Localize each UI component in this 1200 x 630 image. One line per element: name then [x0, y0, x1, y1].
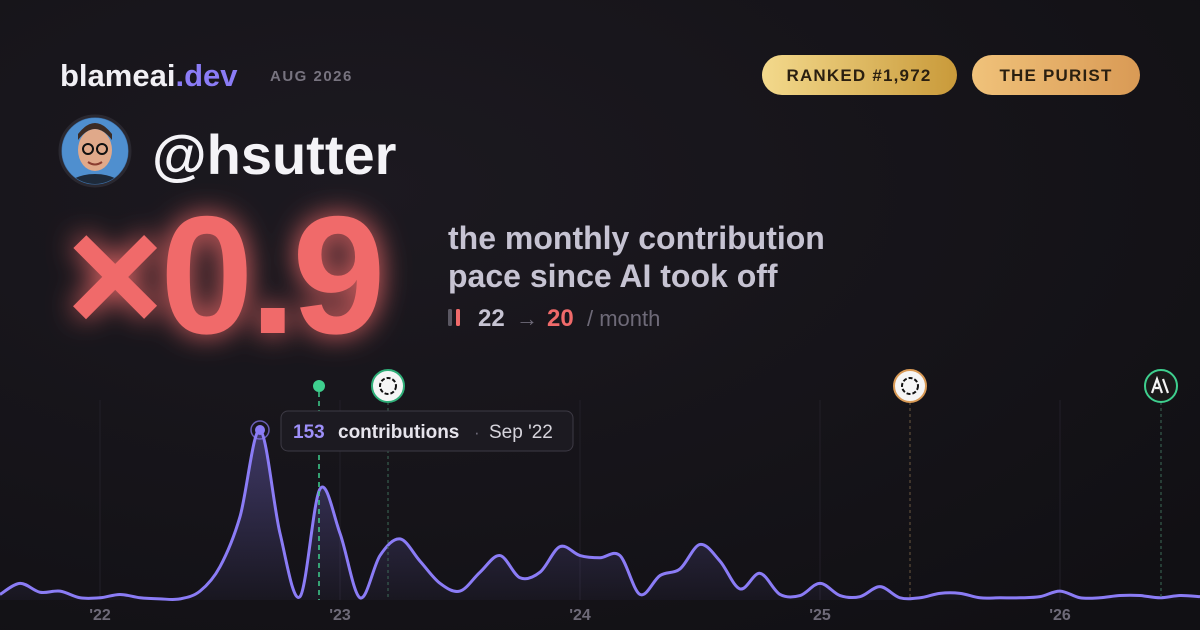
- pace-before: 22: [478, 305, 505, 332]
- x-tick-label: '26: [1049, 607, 1071, 624]
- multiplier: ×0.9: [66, 181, 382, 369]
- date: AUG 2026: [270, 68, 353, 85]
- line: [0, 428, 1200, 602]
- description: the monthly contribution: [448, 220, 825, 256]
- legend-swatch: [448, 309, 452, 326]
- brand: blameai.dev: [60, 58, 238, 93]
- avatar: [58, 114, 132, 188]
- tooltip-value: 153: [293, 422, 325, 443]
- event-icon-glyph: [1150, 375, 1170, 394]
- handle: @hsutter: [152, 123, 396, 186]
- tooltip-box: [280, 410, 574, 452]
- x-tick-label: '22: [89, 607, 111, 624]
- area: [0, 429, 1200, 600]
- x-tick-label: '24: [569, 607, 591, 624]
- peak-ring: [250, 420, 270, 440]
- event-dot: [313, 380, 325, 392]
- badge-label: RANKED #1,972: [786, 66, 931, 85]
- event-icon: [371, 369, 405, 403]
- legend-swatch: [456, 309, 460, 326]
- tooltip-separator: ·: [474, 423, 480, 442]
- event-icon-glyph: [901, 377, 919, 395]
- arrow: →: [516, 306, 538, 331]
- plot: [0, 420, 1200, 602]
- tooltip: 153 contributions · Sep '22: [280, 410, 574, 452]
- brand-name: blameai: [60, 58, 175, 93]
- badge: [762, 55, 957, 95]
- peak-point: [255, 425, 265, 435]
- unit: / month: [587, 306, 660, 331]
- description: pace since AI took off: [448, 258, 778, 294]
- x-tick-label: '23: [329, 607, 351, 624]
- badge-label: THE PURIST: [999, 66, 1112, 85]
- brand-suffix: .dev: [175, 58, 238, 93]
- event-icon: [893, 369, 927, 403]
- event-icon: [1144, 369, 1178, 403]
- x-tick-label: '25: [809, 607, 831, 624]
- tooltip-unit: contributions: [338, 422, 459, 443]
- pace-after: 20: [547, 305, 574, 332]
- event-icon-glyph: [379, 377, 397, 395]
- events: [313, 369, 1178, 600]
- badge: [972, 55, 1140, 95]
- tooltip-date: Sep '22: [489, 422, 553, 443]
